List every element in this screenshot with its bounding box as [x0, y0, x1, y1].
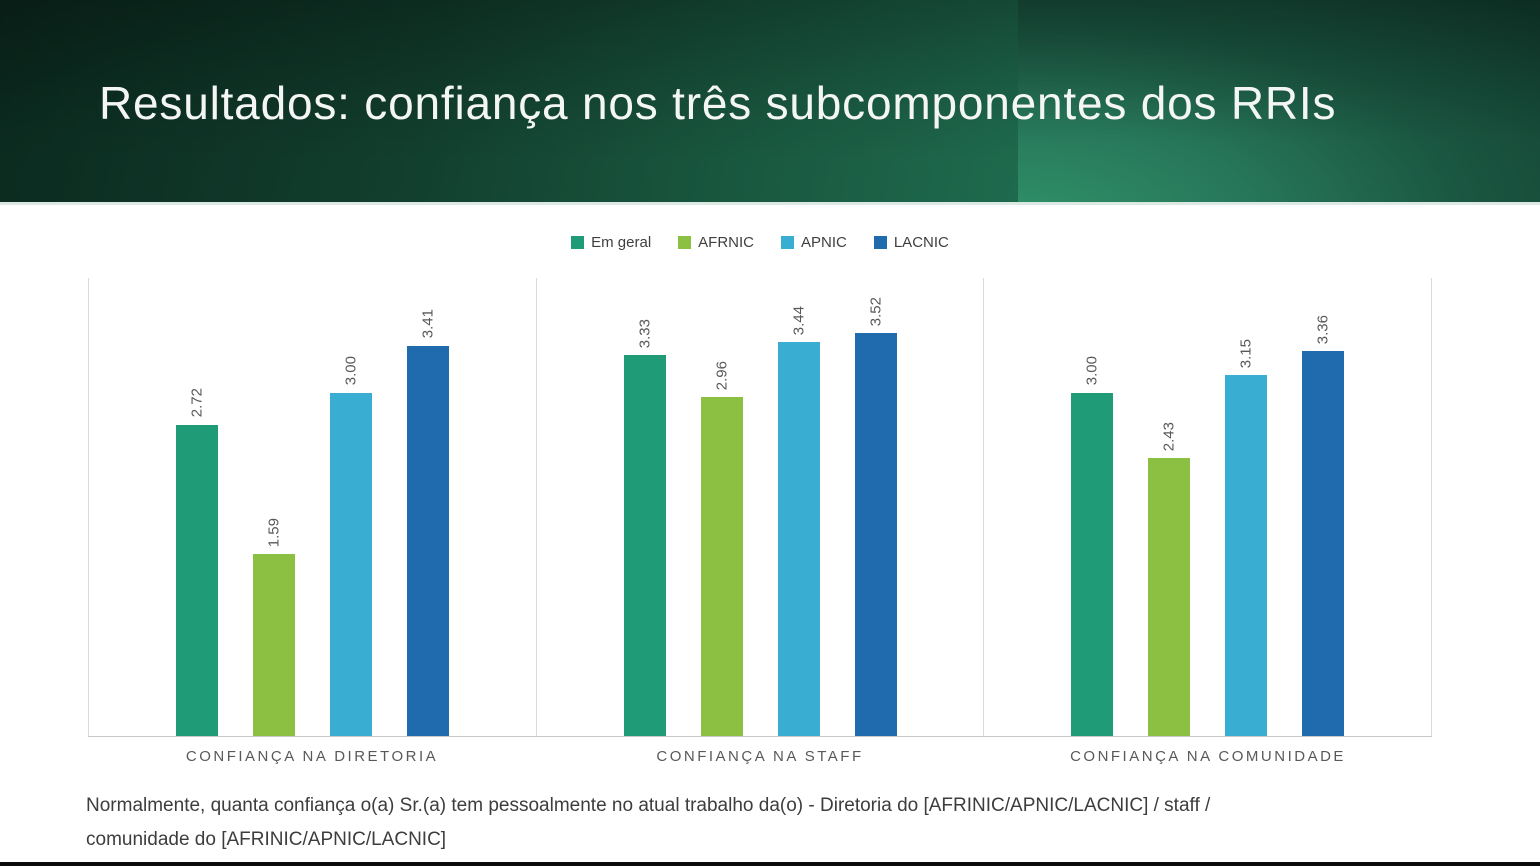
header-gradient-left [0, 0, 1018, 202]
bar-slot: 3.00 [1071, 278, 1114, 736]
bar-slot: 3.33 [623, 278, 666, 736]
legend-swatch-icon [678, 236, 692, 249]
bar-slot: 3.00 [329, 278, 372, 736]
bar-em-geral-confian-a-na-comunidade [1071, 392, 1114, 736]
category-axis: CONFIANÇA NA DIRETORIA CONFIANÇA NA STAFF… [88, 748, 1432, 765]
bar-slot: 3.36 [1302, 278, 1345, 736]
bar-slot: 1.59 [252, 278, 295, 736]
legend-item-em-geral: Em geral [571, 234, 651, 251]
bar-lacnic-confian-a-na-comunidade [1302, 351, 1345, 736]
category-label-confian-a-na-comunidade: CONFIANÇA NA COMUNIDADE [1070, 748, 1346, 765]
bar-lacnic-confian-a-na-diretoria [406, 345, 449, 736]
bar-value-label: 2.96 [713, 360, 730, 391]
bar-em-geral-confian-a-na-staff [623, 354, 666, 736]
legend-item-afrnic: AFRNIC [678, 234, 754, 251]
bar-slot: 2.43 [1148, 278, 1191, 736]
category-label-confian-a-na-staff: CONFIANÇA NA STAFF [656, 748, 864, 765]
bar-afrnic-confian-a-na-comunidade [1148, 457, 1191, 736]
bar-apnic-confian-a-na-comunidade [1225, 375, 1268, 736]
bar-em-geral-confian-a-na-diretoria [175, 424, 218, 736]
bar-value-label: 3.36 [1314, 315, 1332, 345]
legend-label: AFRNIC [698, 234, 754, 251]
legend-label: LACNIC [893, 234, 949, 251]
bar-value-label: 3.00 [1083, 356, 1101, 386]
bar-slot: 3.44 [777, 278, 820, 736]
chart-legend: Em geral AFRNIC APNIC LACNIC [88, 234, 1432, 251]
bar-apnic-confian-a-na-staff [777, 342, 820, 736]
chart-plot: 2.72 1.59 3.00 3.41 3.33 2.96 3.44 3.52 3.00 2.43… [88, 278, 1433, 737]
bar-value-label: 3.00 [342, 356, 360, 386]
bar-value-label: 2.43 [1160, 421, 1178, 451]
legend-item-lacnic: LACNIC [873, 234, 949, 251]
header-gradient-right [1018, 0, 1540, 202]
bar-slot: 3.41 [406, 278, 449, 736]
bottom-accent-bar [0, 862, 1540, 866]
bar-afrnic-confian-a-na-diretoria [252, 553, 295, 736]
chart-panel-confian-a-na-diretoria: 2.72 1.59 3.00 3.41 [88, 278, 536, 736]
chart-panel-confian-a-na-comunidade: 3.00 2.43 3.15 3.36 [983, 278, 1433, 736]
legend-swatch-icon [781, 236, 794, 249]
bar-value-label: 3.33 [636, 318, 653, 348]
slide-header: Resultados: confiança nos três subcompon… [0, 0, 1540, 205]
legend-label: Em geral [591, 234, 652, 251]
footnote-line: Normalmente, quanta confiança o(a) Sr.(a… [86, 795, 1211, 816]
legend-swatch-icon [571, 236, 585, 249]
category-label-confian-a-na-diretoria: CONFIANÇA NA DIRETORIA [185, 748, 439, 765]
bar-lacnic-confian-a-na-staff [854, 332, 897, 736]
slide-title: Resultados: confiança nos três subcompon… [99, 77, 1337, 129]
chart-panel-confian-a-na-staff: 3.33 2.96 3.44 3.52 [535, 278, 984, 736]
footnote: Normalmente, quanta confiança o(a) Sr.(a… [86, 789, 1506, 857]
footnote-line: comunidade do [AFRINIC/APNIC/LACNIC] [86, 829, 447, 850]
bar-group: 2.72 1.59 3.00 3.41 [89, 278, 536, 736]
bar-value-label: 3.41 [419, 309, 437, 339]
legend-swatch-icon [873, 236, 887, 249]
bar-slot: 2.96 [700, 278, 743, 736]
bar-value-label: 3.52 [867, 296, 884, 326]
bar-value-label: 3.15 [1237, 339, 1255, 369]
bar-slot: 3.15 [1225, 278, 1268, 736]
legend-item-apnic: APNIC [781, 234, 847, 251]
bar-value-label: 1.59 [265, 517, 283, 547]
bar-value-label: 3.44 [790, 305, 807, 336]
bar-slot: 3.52 [854, 278, 897, 736]
bar-group: 3.33 2.96 3.44 3.52 [537, 278, 984, 736]
bar-afrnic-confian-a-na-staff [700, 397, 743, 736]
legend-label: APNIC [801, 234, 847, 251]
bar-value-label: 2.72 [188, 388, 206, 418]
bar-group: 3.00 2.43 3.15 3.36 [984, 278, 1431, 736]
bar-slot: 2.72 [175, 278, 218, 736]
bar-apnic-confian-a-na-diretoria [329, 392, 372, 736]
